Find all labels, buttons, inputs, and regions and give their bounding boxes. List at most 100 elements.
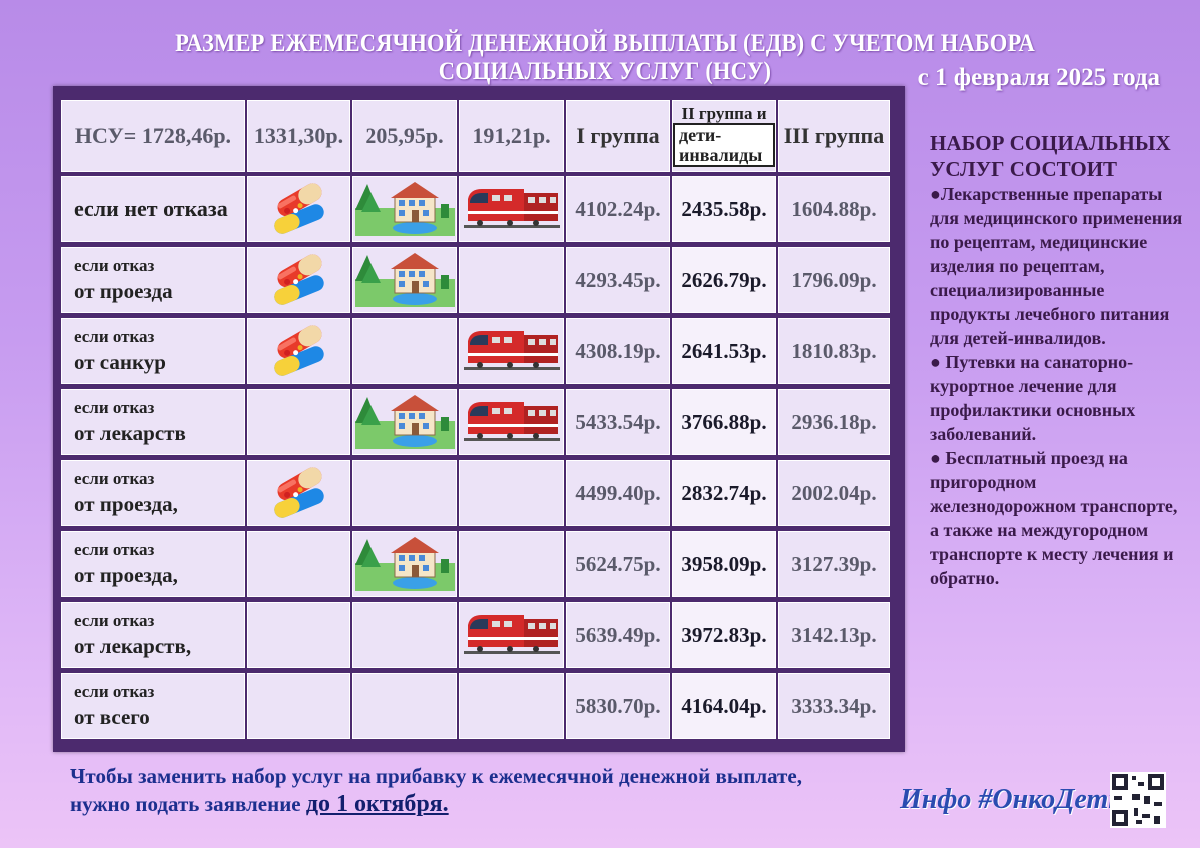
value-text: 5639.49р. <box>575 622 661 647</box>
group1-value: 4102.24р. <box>566 176 670 242</box>
row-label-line1: если отказ <box>74 469 155 488</box>
sanatorium-icon <box>354 391 455 454</box>
travel-cell <box>459 602 564 668</box>
header-text: 205,95р. <box>365 123 444 148</box>
value-text: 3958.09р. <box>681 551 767 576</box>
value-text: 4102.24р. <box>575 196 661 221</box>
row-label-line1: если отказ <box>74 682 155 701</box>
row-label-line1: если нет отказа <box>74 196 228 221</box>
train-icon <box>463 394 560 451</box>
row-label: если нет отказа <box>61 176 245 242</box>
sanatorium-cell <box>352 602 457 668</box>
header-text: НСУ= 1728,46р. <box>74 123 232 148</box>
footer-deadline: до 1 октября. <box>305 791 449 817</box>
footer-note: Чтобы заменить набор услуг на прибавку к… <box>70 762 830 818</box>
group2-value: 2626.79р. <box>672 247 776 313</box>
sanatorium-cell <box>352 531 457 597</box>
train-icon <box>463 607 560 664</box>
group2-value: 4164.04р. <box>672 673 776 739</box>
header-sanatorium-cost: 205,95р. <box>352 100 457 172</box>
value-text: 2002.04р. <box>791 480 877 505</box>
row-label: если отказ от проезда <box>61 247 245 313</box>
sanatorium-icon <box>354 533 455 596</box>
meds-cell <box>247 673 350 739</box>
header-group2-line1: II группа и <box>681 104 767 123</box>
value-text: 1604.88р. <box>791 196 877 221</box>
sanatorium-cell <box>352 389 457 455</box>
row-label-line1: если отказ <box>74 398 155 417</box>
value-text: 5433.54р. <box>575 409 661 434</box>
group3-value: 3142.13р. <box>778 602 890 668</box>
sidebar-heading: НАБОР СОЦИАЛЬНЫХ УСЛУГ СОСТОИТ <box>930 131 1171 181</box>
header-nsu: НСУ= 1728,46р. <box>61 100 245 172</box>
header-text: I группа <box>576 123 660 148</box>
payment-table: НСУ= 1728,46р. 1331,30р. 205,95р. 191,21р. I… <box>53 86 905 752</box>
sanatorium-cell <box>352 460 457 526</box>
value-text: 3127.39р. <box>791 551 877 576</box>
value-text: 3333.34р. <box>791 693 877 718</box>
value-text: 1810.83р. <box>791 338 877 363</box>
sidebar-item-travel: ● Бесплатный проезд на пригородном желез… <box>930 448 1178 588</box>
value-text: 2936.18р. <box>791 409 877 434</box>
header-travel-cost: 191,21р. <box>459 100 564 172</box>
group1-value: 5639.49р. <box>566 602 670 668</box>
sanatorium-icon <box>354 178 455 241</box>
travel-cell <box>459 460 564 526</box>
header-text: 191,21р. <box>472 123 551 148</box>
group2-value: 2641.53р. <box>672 318 776 384</box>
group3-value: 1796.09р. <box>778 247 890 313</box>
group3-value: 2002.04р. <box>778 460 890 526</box>
row-label-line2: от всего <box>74 705 150 729</box>
group2-value: 3972.83р. <box>672 602 776 668</box>
group2-value: 2832.74р. <box>672 460 776 526</box>
header-group1: I группа <box>566 100 670 172</box>
travel-cell <box>459 673 564 739</box>
meds-cell <box>247 460 350 526</box>
value-text: 4164.04р. <box>681 693 767 718</box>
group1-value: 5830.70р. <box>566 673 670 739</box>
row-label-line1: если отказ <box>74 540 155 559</box>
sanatorium-cell <box>352 247 457 313</box>
header-meds-cost: 1331,30р. <box>247 100 350 172</box>
value-text: 2832.74р. <box>681 480 767 505</box>
group3-value: 3127.39р. <box>778 531 890 597</box>
row-label: если отказ от проезда, лекарства <box>61 531 245 597</box>
pills-icon <box>269 179 329 240</box>
sanatorium-icon <box>354 249 455 312</box>
group1-value: 5433.54р. <box>566 389 670 455</box>
sanatorium-cell <box>352 318 457 384</box>
group1-value: 4308.19р. <box>566 318 670 384</box>
meds-cell <box>247 247 350 313</box>
group3-value: 2936.18р. <box>778 389 890 455</box>
row-label: если отказ от лекарств, санкур <box>61 602 245 668</box>
value-text: 3766.88р. <box>681 409 767 434</box>
page-subtitle: с 1 февраля 2025 года <box>917 64 1160 91</box>
group2-value: 3958.09р. <box>672 531 776 597</box>
page-title: РАЗМЕР ЕЖЕМЕСЯЧНОЙ ДЕНЕЖНОЙ ВЫПЛАТЫ (ЕДВ… <box>175 30 1035 85</box>
row-label: если отказ от проезда, санкур <box>61 460 245 526</box>
value-text: 2641.53р. <box>681 338 767 363</box>
qr-code-icon <box>1110 772 1166 828</box>
row-label: если отказ от всего <box>61 673 245 739</box>
sidebar-item-meds: ●Лекарственные препараты для медицинског… <box>930 184 1183 348</box>
meds-cell <box>247 389 350 455</box>
group3-value: 3333.34р. <box>778 673 890 739</box>
group2-value: 2435.58р. <box>672 176 776 242</box>
sanatorium-cell <box>352 673 457 739</box>
row-label-line2: от проезда, лекарства <box>74 563 178 596</box>
brand-signature: Инфо #ОнкоДетки <box>900 784 1138 815</box>
group1-value: 5624.75р. <box>566 531 670 597</box>
value-text: 3142.13р. <box>791 622 877 647</box>
row-label-line1: если отказ <box>74 327 155 346</box>
header-group2: II группа и дети-инвалиды <box>672 100 776 172</box>
group1-value: 4499.40р. <box>566 460 670 526</box>
value-text: 5830.70р. <box>575 693 661 718</box>
value-text: 4308.19р. <box>575 338 661 363</box>
travel-cell <box>459 318 564 384</box>
row-label: если отказ от лекарств <box>61 389 245 455</box>
header-text: III группа <box>783 123 885 148</box>
row-label-line2: от проезда <box>74 279 173 303</box>
row-label-line1: если отказ <box>74 256 155 275</box>
group1-value: 4293.45р. <box>566 247 670 313</box>
pills-icon <box>269 463 329 524</box>
